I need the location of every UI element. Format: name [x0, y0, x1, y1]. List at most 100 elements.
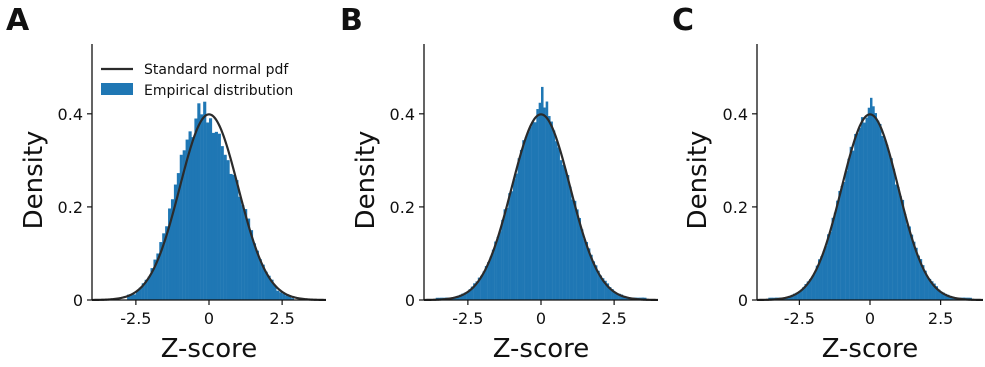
histogram-bar: [548, 116, 551, 300]
histogram-bar: [615, 293, 619, 300]
histogram-bar: [901, 199, 905, 300]
histogram-bar: [550, 121, 553, 300]
y-axis-title: Density: [683, 131, 713, 230]
histogram-bar: [191, 137, 195, 300]
normal-pdf-line: [91, 113, 327, 302]
histogram-bar: [270, 279, 274, 300]
histogram-bar: [135, 290, 140, 300]
histogram-bar: [578, 218, 581, 300]
histogram-bar: [881, 135, 884, 300]
histogram-bar: [150, 268, 154, 300]
histogram-bar: [824, 245, 828, 300]
histogram-bar: [170, 199, 175, 300]
x-tick-label: 2.5: [601, 309, 626, 328]
histogram-bar: [802, 287, 805, 300]
histogram-bar: [594, 265, 598, 300]
histogram-bar: [267, 275, 271, 300]
histogram-bar: [867, 107, 871, 300]
histogram-bar: [282, 293, 286, 300]
histogram-bar: [883, 139, 887, 300]
histogram-bar: [200, 114, 204, 300]
histogram-bar: [566, 175, 570, 300]
histogram-bar: [849, 146, 853, 300]
histogram-bar: [865, 117, 868, 300]
x-axis-title: Z-score: [493, 334, 590, 364]
histogram-bar: [585, 241, 588, 300]
histogram-bar: [461, 293, 464, 300]
histogram-bar: [466, 292, 469, 300]
histogram-bar: [858, 127, 862, 300]
histogram-bar: [456, 295, 460, 300]
histogram-bar: [592, 261, 596, 300]
histogram-bar: [808, 279, 812, 300]
histogram-bar: [475, 281, 479, 300]
histogram-bar: [931, 281, 934, 300]
histogram-bar: [261, 264, 265, 300]
histogram-bar: [876, 120, 880, 300]
histogram-bar: [827, 234, 830, 300]
histogram-bar: [942, 292, 945, 300]
histogram-bar: [130, 294, 134, 300]
histogram-bar: [842, 182, 846, 300]
histogram-bar: [620, 294, 624, 300]
panel-b: B 0 0.2 0.4 -2.5 0 2.5 Z-score Density: [340, 3, 659, 364]
histogram-bar: [238, 196, 242, 300]
histogram-bar: [935, 286, 938, 300]
histogram-bar: [519, 149, 523, 300]
histogram-bar: [179, 154, 183, 300]
histogram-bar: [524, 137, 528, 300]
legend-bar-swatch: [101, 83, 133, 95]
histogram-bar: [176, 173, 180, 300]
histogram-bar: [533, 122, 537, 300]
histogram-bar: [279, 292, 283, 300]
histogram-bar: [611, 289, 614, 300]
y-tick-label: 0.4: [58, 105, 83, 124]
histogram-bar: [949, 295, 952, 300]
histogram-bar: [517, 158, 521, 300]
histogram-bar: [197, 103, 201, 300]
histogram-bar: [290, 298, 295, 300]
histogram-bar: [587, 248, 591, 300]
histogram-bar: [182, 150, 186, 300]
histogram-bar: [888, 153, 891, 300]
histogram-bar: [820, 256, 823, 300]
histogram-bar: [538, 102, 542, 300]
histogram-bar: [491, 249, 495, 300]
histogram-bar: [545, 101, 549, 300]
legend-label-empirical: Empirical distribution: [144, 83, 293, 99]
histogram-bar: [132, 294, 137, 300]
x-tick-label: -2.5: [784, 309, 815, 328]
histogram-bar: [906, 224, 909, 300]
x-tick-label: 0: [865, 309, 875, 328]
histogram-bar: [937, 289, 941, 300]
histogram-bar: [209, 118, 213, 301]
histogram-bar: [608, 287, 612, 300]
histogram-bar: [915, 247, 918, 300]
histogram-bar: [496, 236, 500, 300]
histogram-bar: [244, 209, 248, 300]
histogram-bar: [562, 164, 565, 300]
histogram-bar: [885, 144, 889, 300]
histogram-bar: [470, 286, 474, 300]
histogram-bar: [264, 271, 268, 300]
y-tick-label: 0: [73, 291, 83, 310]
histogram-bar: [232, 174, 236, 300]
histogram-bar: [845, 171, 848, 300]
legend-label-pdf: Standard normal pdf: [144, 62, 289, 78]
histogram-bar: [806, 281, 810, 300]
histogram-bar: [815, 265, 819, 300]
panel-a: A 0 0.2 0.4 -2.5 0 2.5 Z-score Density Standard n…: [6, 3, 327, 364]
histogram-bar: [220, 146, 224, 300]
histogram-bar: [569, 186, 572, 300]
histogram-bar: [147, 276, 151, 300]
histogram-bar: [583, 238, 586, 300]
x-tick-label: -2.5: [120, 309, 151, 328]
histogram-bar: [818, 259, 821, 300]
histogram-bar: [159, 242, 163, 300]
x-tick-label: -2.5: [452, 309, 483, 328]
histogram-bar: [229, 173, 233, 300]
histogram-bar: [813, 272, 816, 300]
histogram-bars: [127, 101, 295, 301]
histogram-bar: [580, 229, 584, 300]
histogram-bar: [822, 250, 825, 300]
